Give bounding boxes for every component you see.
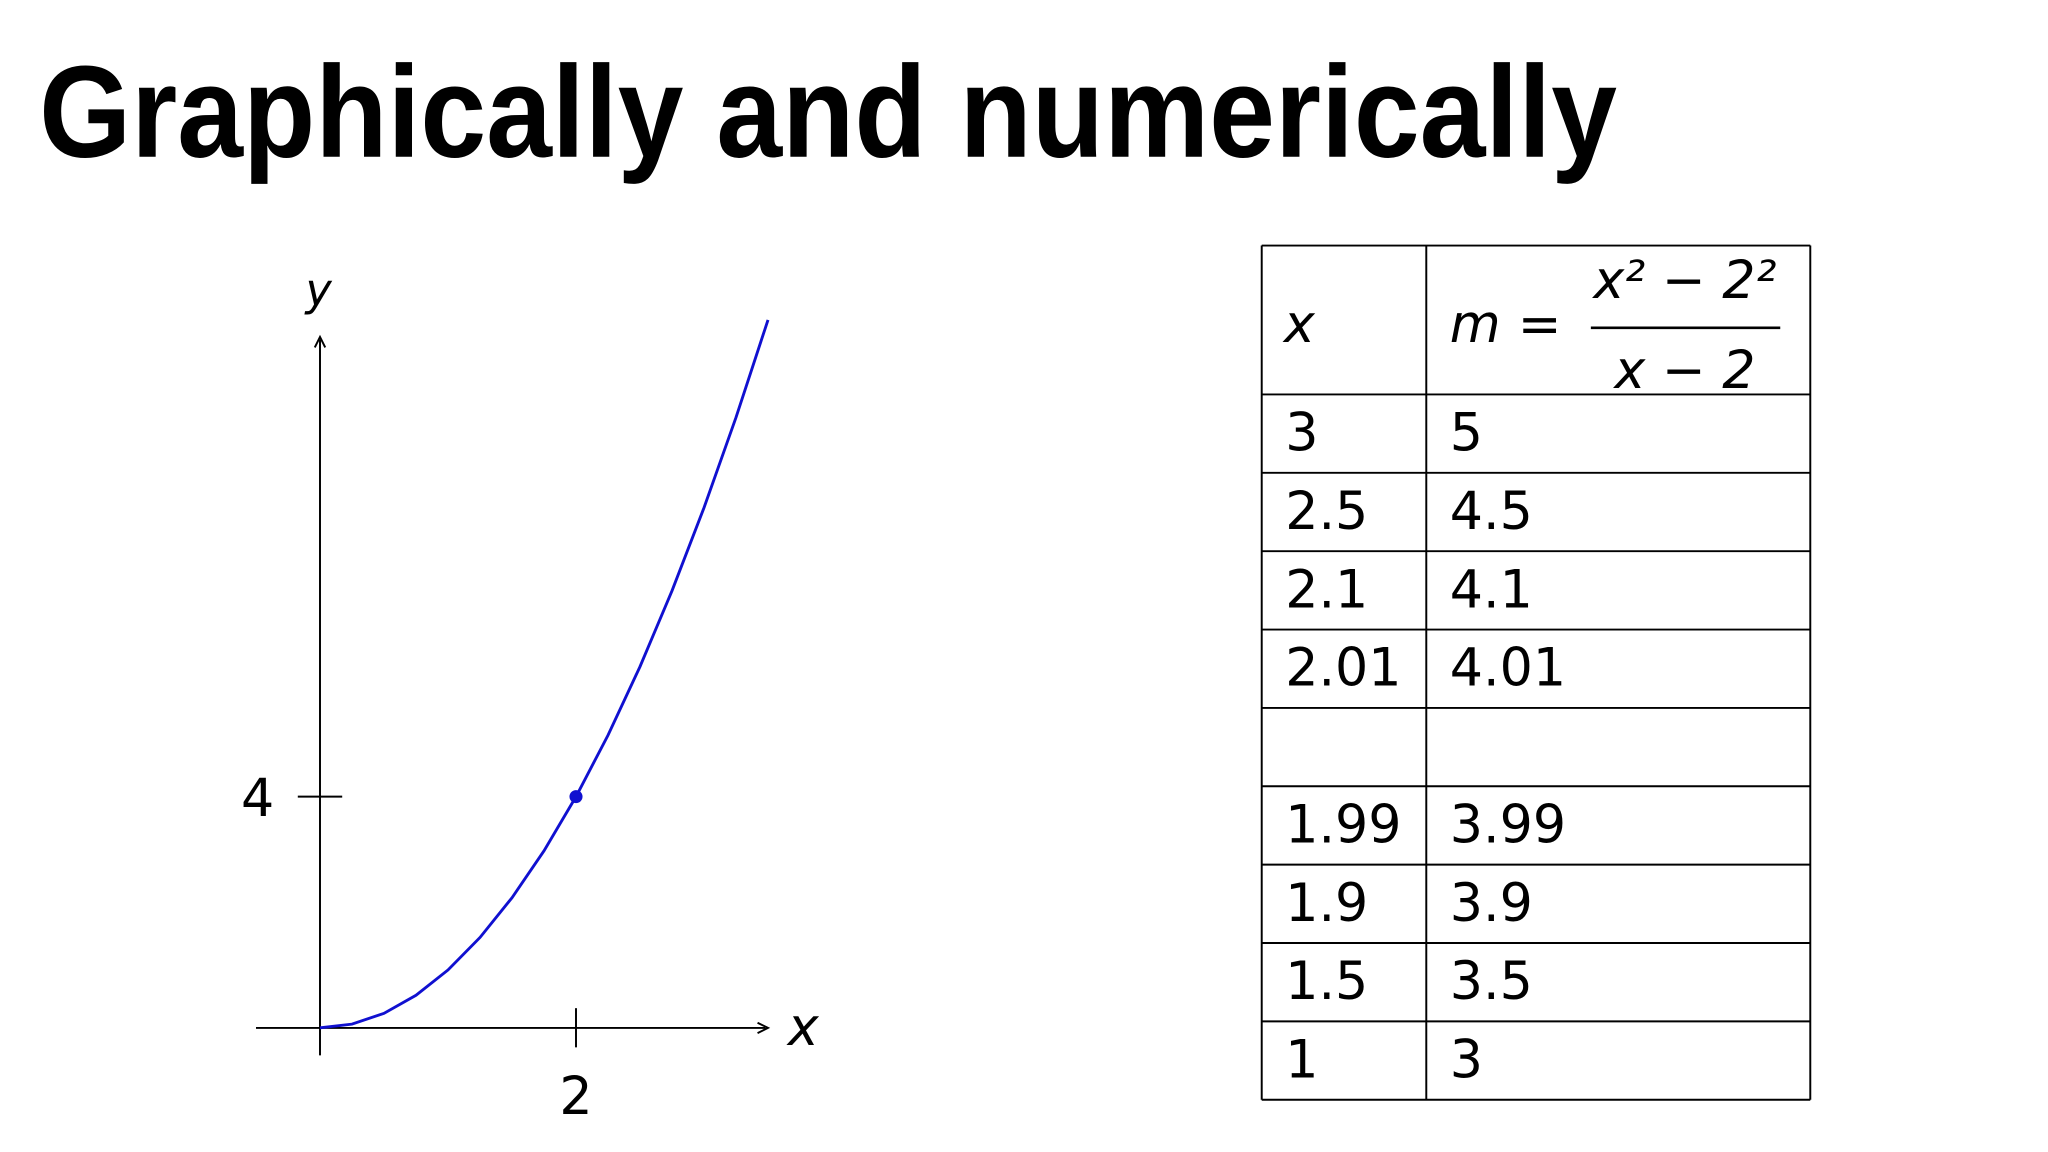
table-cell: 1: [1285, 1031, 1318, 1091]
y-axis-label: y: [304, 266, 333, 317]
table-cell: 1.9: [1285, 874, 1368, 934]
table-cell: 3.5: [1450, 952, 1533, 1012]
table-cell: 3.99: [1450, 795, 1566, 855]
table-cell: 2.5: [1285, 482, 1368, 542]
title: Graphically and numerically: [39, 39, 1617, 185]
table-cell: 2.01: [1285, 639, 1401, 699]
x-tick-label: 2: [559, 1067, 592, 1127]
curve: [319, 319, 770, 1030]
y-tick-label: 4: [241, 769, 274, 829]
table-cell: 4.5: [1450, 482, 1533, 542]
table-cell: 3.9: [1450, 874, 1533, 934]
table-cell: 1.99: [1285, 795, 1401, 855]
x-axis-label: x: [786, 998, 820, 1058]
numerator: x² − 2²: [1591, 251, 1776, 311]
header-x: x: [1282, 295, 1316, 355]
table-cell: 4.01: [1450, 639, 1566, 699]
denominator: x − 2: [1612, 341, 1755, 401]
table-cell: 3: [1450, 1031, 1483, 1091]
highlight-point: [569, 790, 583, 804]
table-cell: 5: [1450, 404, 1483, 464]
x-arrow: [757, 1021, 771, 1035]
table-cell: 4.1: [1450, 560, 1533, 620]
axes: [255, 334, 771, 1056]
table-cell: 2.1: [1285, 560, 1368, 620]
table-cell: 3: [1285, 404, 1318, 464]
header-m: m: [1450, 295, 1501, 355]
table-cell: 1.5: [1285, 952, 1368, 1012]
y-arrow: [313, 334, 327, 348]
header-equals: =: [1518, 295, 1562, 355]
